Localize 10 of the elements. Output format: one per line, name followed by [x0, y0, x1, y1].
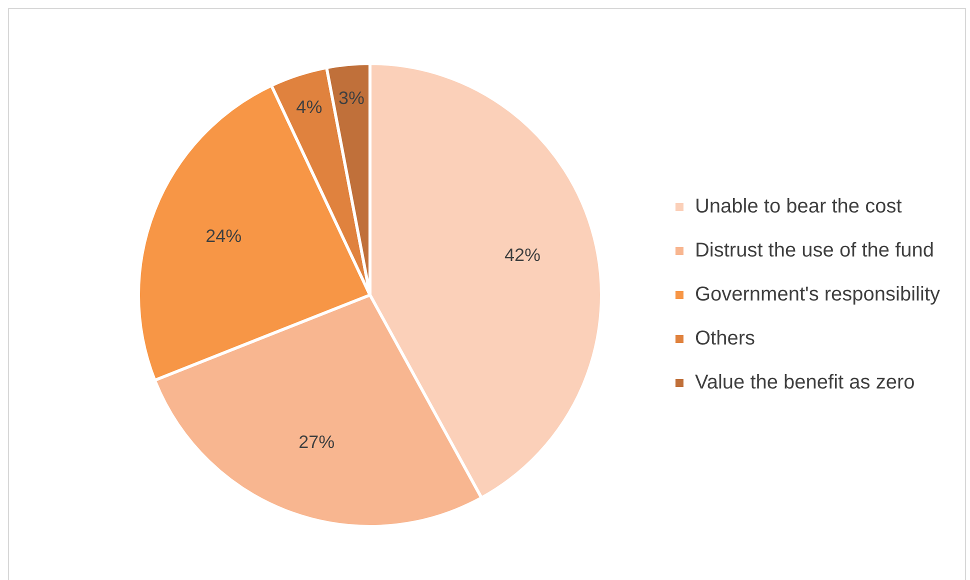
- legend-label: Value the benefit as zero: [694, 372, 915, 394]
- legend-label: Distrust the use of the fund: [694, 240, 934, 262]
- data-label: 3%: [338, 88, 364, 108]
- data-label: 4%: [296, 96, 322, 117]
- legend-label: Unable to bear the cost: [694, 196, 902, 218]
- data-label: 42%: [504, 244, 540, 265]
- data-label: 24%: [206, 226, 242, 246]
- legend-label: Others: [694, 328, 755, 350]
- legend-label: Government's responsibility: [694, 284, 940, 306]
- data-label: 27%: [298, 432, 335, 452]
